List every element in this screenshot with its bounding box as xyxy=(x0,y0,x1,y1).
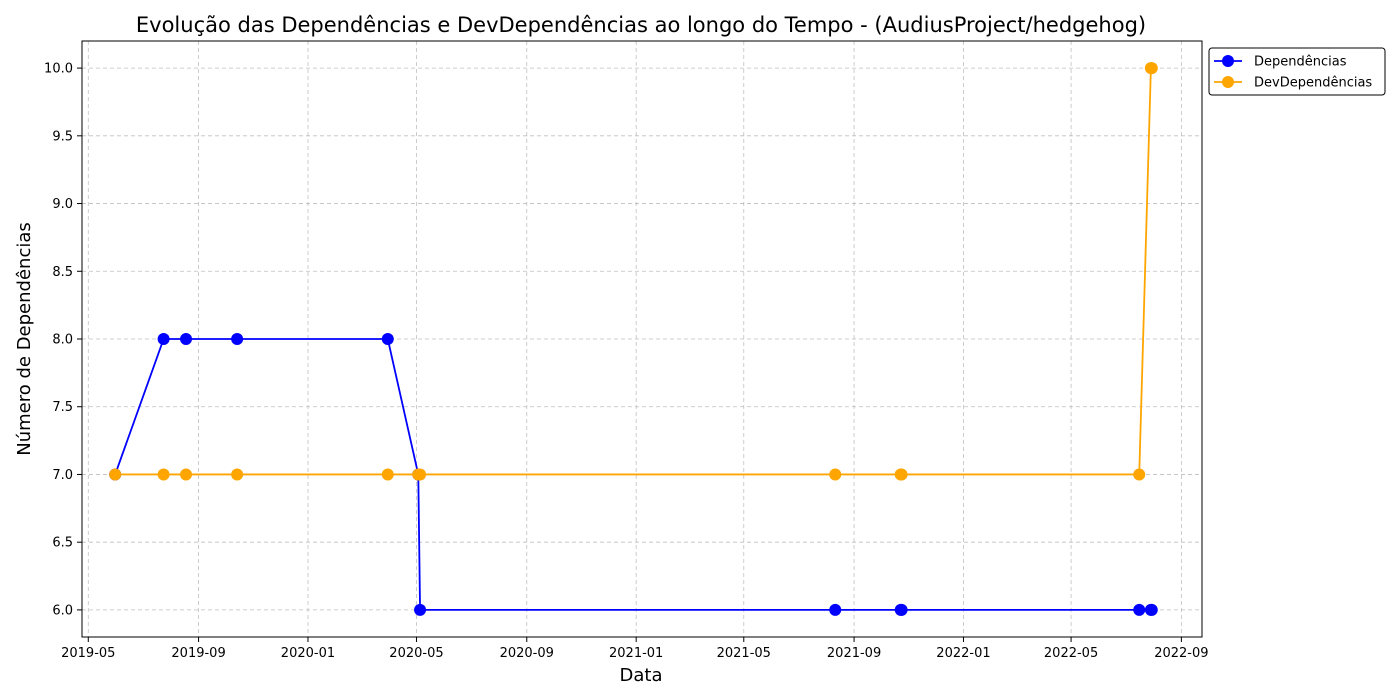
data-point xyxy=(381,468,394,481)
data-point xyxy=(414,468,427,481)
data-point xyxy=(829,603,842,616)
chart-title: Evolução das Dependências e DevDependênc… xyxy=(136,13,1146,37)
data-point xyxy=(829,468,842,481)
axis-ticks: 2019-05 2019-09 2020-01 2020-05 2020-09 2021-… xyxy=(44,62,1208,661)
x-tick-label: 2020-09 xyxy=(500,646,554,661)
legend-marker xyxy=(1222,76,1234,88)
y-tick-label: 8.0 xyxy=(52,333,73,348)
data-point xyxy=(1133,468,1146,481)
y-tick-label: 9.0 xyxy=(52,197,73,212)
data-point xyxy=(414,603,427,616)
data-point xyxy=(231,468,244,481)
data-point xyxy=(180,468,193,481)
legend-item: Dependências xyxy=(1214,55,1347,70)
x-tick-label: 2020-05 xyxy=(389,646,443,661)
x-tick-label: 2021-01 xyxy=(609,646,663,661)
data-point xyxy=(157,468,170,481)
data-point xyxy=(109,468,122,481)
y-tick-label: 8.5 xyxy=(52,265,73,280)
y-tick-label: 7.5 xyxy=(52,400,73,415)
x-tick-label: 2022-05 xyxy=(1044,646,1098,661)
x-tick-label: 2021-05 xyxy=(717,646,771,661)
series-2 xyxy=(109,62,1158,481)
data-point xyxy=(231,333,244,345)
y-axis-label: Número de Dependências xyxy=(14,222,35,456)
data-point xyxy=(895,468,908,481)
series-layer xyxy=(109,62,1158,616)
y-tick-label: 9.5 xyxy=(52,129,73,144)
y-tick-label: 6.5 xyxy=(52,536,73,551)
x-tick-label: 2020-01 xyxy=(281,646,335,661)
legend-label: DevDependências xyxy=(1254,76,1372,91)
y-tick-label: 7.0 xyxy=(52,468,73,483)
legend-label: Dependências xyxy=(1254,55,1347,70)
data-point xyxy=(1133,603,1146,616)
legend-marker xyxy=(1222,55,1234,67)
x-tick-label: 2019-05 xyxy=(61,646,115,661)
legend-box xyxy=(1208,47,1386,96)
data-point xyxy=(180,333,193,345)
x-tick-label: 2019-09 xyxy=(171,646,225,661)
data-point xyxy=(1145,62,1158,75)
y-tick-label: 10.0 xyxy=(44,62,73,77)
series-line xyxy=(115,67,1152,476)
data-point xyxy=(381,333,394,345)
grid-lines xyxy=(82,41,1202,637)
legend-item: DevDependências xyxy=(1214,76,1372,91)
data-point xyxy=(157,333,170,345)
x-tick-label: 2022-01 xyxy=(936,646,990,661)
data-point xyxy=(1145,603,1158,616)
x-tick-label: 2021-09 xyxy=(827,646,881,661)
legend: Dependências DevDependências xyxy=(1208,47,1386,96)
data-point xyxy=(895,603,908,616)
y-tick-label: 6.0 xyxy=(52,603,73,618)
x-tick-label: 2022-09 xyxy=(1154,646,1208,661)
x-axis-label: Data xyxy=(620,665,663,686)
